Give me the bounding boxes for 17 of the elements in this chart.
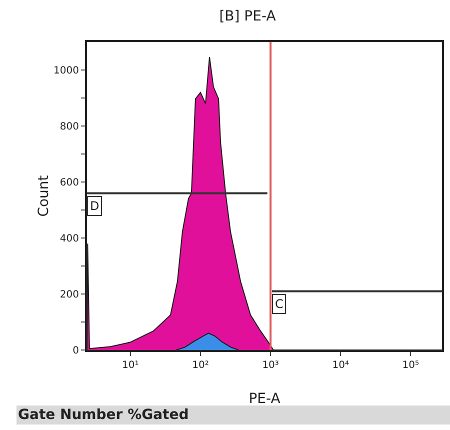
y-tick-label: 0 bbox=[72, 346, 79, 356]
annotation: C bbox=[275, 297, 284, 311]
y-tick-label: 800 bbox=[60, 122, 79, 132]
y-tick-label: 600 bbox=[60, 178, 79, 188]
y-tick-label: 1000 bbox=[54, 66, 79, 76]
x-tick-label: 10¹ bbox=[122, 360, 139, 371]
x-tick-label: 10² bbox=[192, 360, 209, 371]
y-tick-label: 400 bbox=[60, 234, 79, 244]
x-tick-label: 10⁵ bbox=[402, 360, 420, 371]
text: Gate Number %Gated bbox=[18, 407, 189, 423]
annotation: D bbox=[90, 199, 100, 213]
x-axis-title: PE-A bbox=[248, 391, 281, 407]
x-tick-label: 10³ bbox=[262, 360, 279, 371]
y-tick-label: 200 bbox=[60, 290, 79, 300]
y-axis-title: Count bbox=[36, 174, 52, 217]
x-tick-label: 10⁴ bbox=[332, 360, 349, 371]
chart-title: [B] PE-A bbox=[219, 8, 276, 25]
